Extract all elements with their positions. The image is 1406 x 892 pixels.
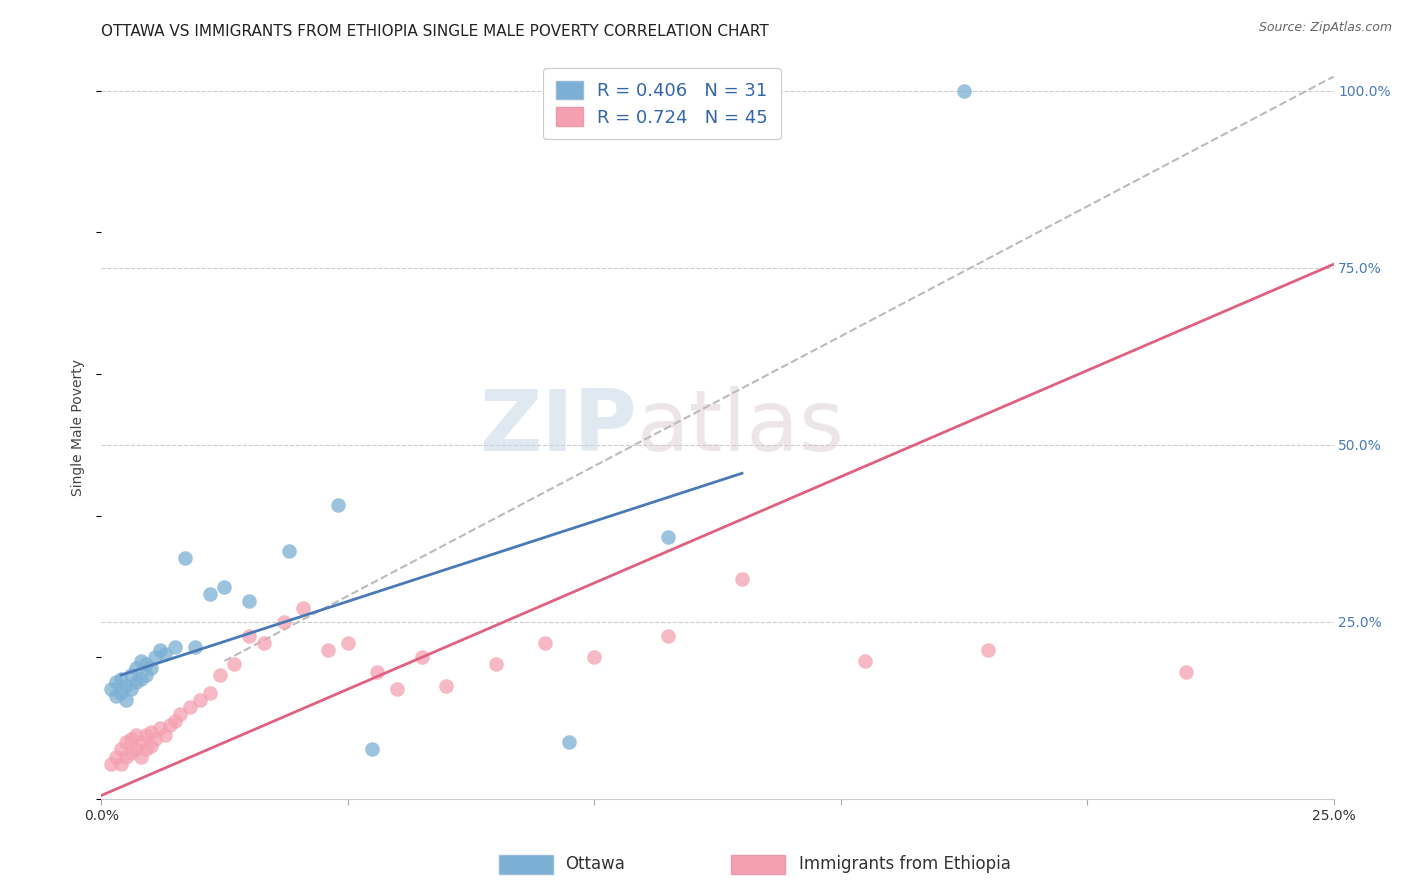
Point: [853, 654, 876, 668]
Point: [139, 661, 162, 675]
Point: [336, 636, 359, 650]
Point: [105, 675, 128, 690]
Point: [411, 650, 433, 665]
Point: [238, 629, 260, 643]
Point: [184, 640, 207, 654]
Point: [155, 728, 177, 742]
Point: [125, 661, 148, 675]
Point: [977, 643, 1000, 657]
Text: ZIP: ZIP: [479, 385, 637, 468]
Point: [953, 84, 976, 98]
Y-axis label: Single Male Poverty: Single Male Poverty: [72, 359, 86, 496]
Point: [326, 498, 349, 512]
Point: [115, 679, 138, 693]
Point: [273, 615, 295, 629]
Point: [110, 672, 132, 686]
Point: [316, 643, 339, 657]
Point: [169, 707, 191, 722]
Point: [110, 756, 132, 771]
Point: [657, 530, 679, 544]
Point: [208, 668, 231, 682]
Point: [534, 636, 557, 650]
Legend: R = 0.406   N = 31, R = 0.724   N = 45: R = 0.406 N = 31, R = 0.724 N = 45: [543, 68, 780, 139]
Point: [120, 746, 142, 760]
Point: [159, 717, 181, 731]
Point: [188, 693, 211, 707]
Point: [253, 636, 276, 650]
Point: [149, 643, 172, 657]
Point: [277, 544, 299, 558]
Point: [366, 665, 388, 679]
Point: [139, 739, 162, 753]
Point: [731, 573, 754, 587]
Point: [434, 679, 457, 693]
Point: [224, 657, 246, 672]
Point: [105, 749, 128, 764]
Point: [115, 693, 138, 707]
Point: [292, 600, 315, 615]
Point: [214, 580, 236, 594]
Point: [361, 742, 384, 756]
Point: [1174, 665, 1197, 679]
Point: [110, 742, 132, 756]
Point: [145, 650, 167, 665]
Point: [657, 629, 679, 643]
Point: [135, 657, 157, 672]
Point: [105, 690, 128, 704]
Point: [139, 724, 162, 739]
Point: [385, 682, 408, 697]
Point: [165, 640, 187, 654]
Point: [135, 742, 157, 756]
Point: [115, 749, 138, 764]
Point: [125, 675, 148, 690]
Point: [125, 742, 148, 756]
Point: [179, 700, 201, 714]
Point: [174, 551, 197, 566]
Point: [129, 672, 152, 686]
Point: [129, 735, 152, 749]
Point: [583, 650, 606, 665]
Text: Ottawa: Ottawa: [565, 855, 626, 873]
Point: [135, 728, 157, 742]
Point: [198, 686, 221, 700]
Point: [484, 657, 506, 672]
Point: [129, 749, 152, 764]
Point: [135, 668, 157, 682]
Point: [110, 686, 132, 700]
Point: [149, 721, 172, 735]
Point: [120, 731, 142, 746]
Point: [115, 735, 138, 749]
Point: [100, 756, 122, 771]
Point: [155, 647, 177, 661]
Point: [125, 728, 148, 742]
Text: Immigrants from Ethiopia: Immigrants from Ethiopia: [799, 855, 1011, 873]
Point: [165, 714, 187, 728]
Point: [145, 731, 167, 746]
Point: [129, 654, 152, 668]
Point: [558, 735, 581, 749]
Text: OTTAWA VS IMMIGRANTS FROM ETHIOPIA SINGLE MALE POVERTY CORRELATION CHART: OTTAWA VS IMMIGRANTS FROM ETHIOPIA SINGL…: [101, 24, 769, 39]
Point: [198, 587, 221, 601]
Point: [120, 668, 142, 682]
Point: [238, 593, 260, 607]
Point: [100, 682, 122, 697]
Point: [120, 682, 142, 697]
Text: atlas: atlas: [637, 385, 845, 468]
Text: Source: ZipAtlas.com: Source: ZipAtlas.com: [1258, 21, 1392, 34]
